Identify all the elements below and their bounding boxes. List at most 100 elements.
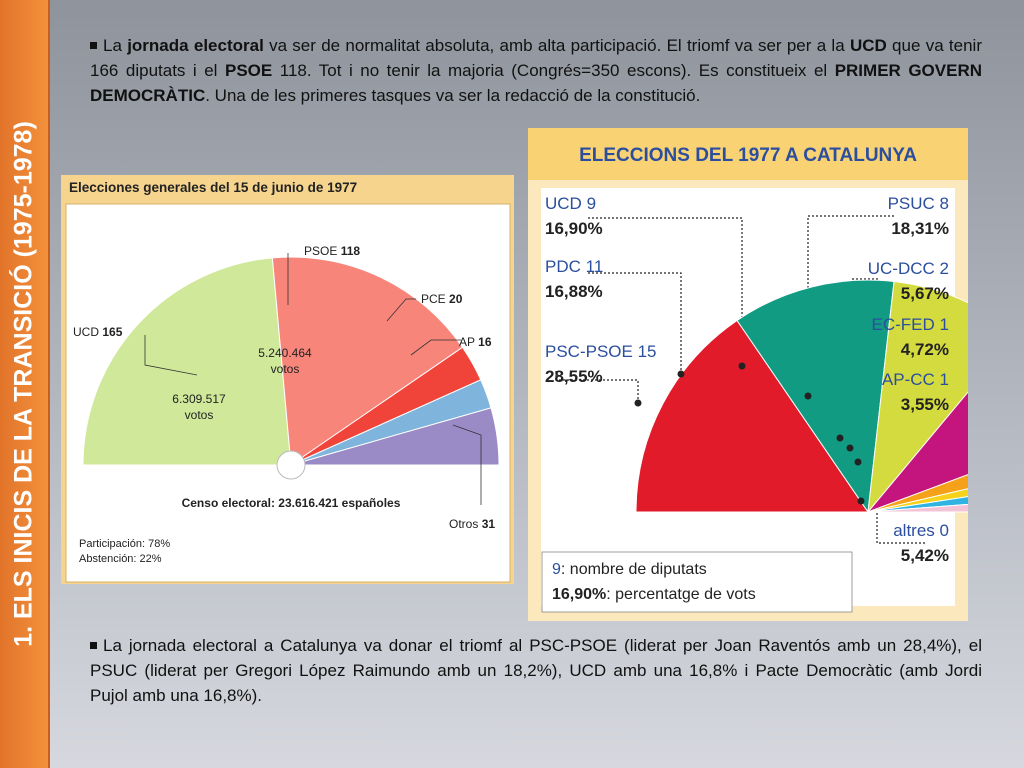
dot-cat-ucd (738, 362, 746, 370)
label-ap-name: AP (459, 335, 475, 349)
cat-ecfed-pct: 4,72% (901, 340, 949, 359)
leader-cat-pscpsoe (555, 371, 639, 403)
spain-slices (82, 256, 500, 466)
label-otros-name: Otros (449, 517, 478, 531)
leader-ucd (144, 335, 198, 376)
ucd-votes: 6.309.517 (172, 392, 226, 406)
cat-ucdcc-pct: 5,67% (901, 284, 949, 303)
cat-ucdcc-seats: 2 (940, 259, 949, 278)
chart-catalunya: ELECCIONS DEL 1977 A CATALUNYA UCD 9 16,… (528, 128, 1024, 621)
leader-pce (386, 298, 416, 322)
cat-psuc-label: PSUC 8 (888, 194, 949, 213)
cat-pscpsoe-seats: 15 (638, 342, 657, 361)
label-pce-name: PCE (421, 292, 446, 306)
cat-altres-name: altres (893, 521, 935, 540)
slice-ucd (82, 257, 292, 466)
cat-apcc-seats: 1 (940, 370, 949, 389)
ucd-votes-word: votos (185, 408, 214, 422)
dot-cat-pscpsoe (634, 399, 642, 407)
slice-pdc (736, 279, 895, 514)
bullet-icon (90, 642, 97, 649)
spain-leaders (144, 253, 482, 505)
dot-cat-psuc (804, 392, 812, 400)
cat-altres-pct: 5,42% (901, 546, 949, 565)
cat-ecfed-name: EC-FED (872, 315, 935, 334)
dot-cat-pdc (677, 370, 685, 378)
label-ap-value: 16 (478, 335, 492, 349)
spain-hub (276, 450, 306, 480)
bold-run: UCD (849, 36, 887, 55)
chart-spain-title: Elecciones generales del 15 de junio de … (69, 180, 357, 195)
cat-pscpsoe-label: PSC-PSOE 15 (545, 342, 657, 361)
cat-legend-pct: 16,90%: percentatge de vots (552, 586, 756, 603)
cat-altres-seats: 0 (940, 521, 949, 540)
cat-pscpsoe-pct: 28,55% (545, 367, 603, 386)
bullet-icon (90, 42, 97, 49)
label-pce: PCE 20 (421, 292, 463, 306)
cat-legend-seats-example: 9 (552, 561, 561, 578)
cat-ucdcc-name: UC-DCC (868, 259, 935, 278)
paragraph-2-text: La jornada electoral a Catalunya va dona… (90, 636, 982, 705)
label-psoe-name: PSOE (304, 244, 337, 258)
leader-cat-pdc (588, 272, 682, 374)
text-run: va ser de normalitat absoluta, amb alta … (263, 36, 850, 55)
chart-cat-title-bar (528, 128, 968, 180)
cat-legend-box (541, 551, 853, 613)
slide-title: 1. ELS INICIS DE LA TRANSICIÓ (1975-1978… (9, 121, 38, 647)
leader-ap (410, 339, 461, 356)
cat-psuc-pct: 18,31% (891, 219, 949, 238)
psoe-votes-word: votos (271, 362, 300, 376)
cat-apcc-label: AP-CC 1 (882, 370, 949, 389)
cat-apcc-pct: 3,55% (901, 395, 949, 414)
label-ucd-value: 165 (102, 325, 122, 339)
cat-dots (634, 362, 865, 505)
dot-cat-altres (857, 497, 865, 505)
censo-label: Censo electoral: 23.616.421 españoles (182, 496, 401, 510)
slice-otros (290, 407, 500, 466)
label-otros-value: 31 (482, 517, 496, 531)
cat-pdc-pct: 16,88% (545, 282, 603, 301)
bold-run: jornada electoral (127, 36, 264, 55)
chart-spain: Elecciones generales del 15 de junio de … (61, 175, 514, 584)
dot-cat-ucdcc (836, 434, 844, 442)
cat-ucd-pct: 16,90% (545, 219, 603, 238)
abstencion-label: Abstención: 22% (79, 553, 162, 565)
label-ap: AP 16 (459, 335, 492, 349)
dot-cat-apcc (854, 458, 862, 466)
bold-run: PRIMER GOVERN DEMOCRÀTIC (90, 61, 982, 105)
paragraph-1: La jornada electoral va ser de normalita… (90, 33, 982, 108)
sidebar: 1. ELS INICIS DE LA TRANSICIÓ (1975-1978… (0, 0, 50, 768)
text-run: que va tenir 166 diputats i el (90, 36, 982, 80)
slice-psoe (271, 256, 464, 466)
cat-pdc-name: PDC (545, 257, 581, 276)
dot-cat-ecfed (846, 444, 854, 452)
cat-ucd-label: UCD 9 (545, 194, 596, 213)
label-ucd-name: UCD (73, 325, 99, 339)
label-psoe: PSOE 118 (304, 244, 360, 258)
cat-ecfed-label: EC-FED 1 (872, 315, 949, 334)
cat-pdc-seats: 11 (586, 257, 604, 276)
cat-legend-pct-text: : percentatge de vots (606, 586, 755, 603)
bold-run: PSOE (224, 61, 273, 80)
text-run: La (103, 36, 128, 55)
cat-legend-seats-text: : nombre de diputats (561, 561, 707, 578)
chart-catalunya-svg: ELECCIONS DEL 1977 A CATALUNYA UCD 9 16,… (528, 128, 1024, 613)
slice-psc-psoe (635, 319, 869, 513)
cat-altres-label: altres 0 (893, 521, 949, 540)
label-otros: Otros 31 (449, 517, 495, 531)
cat-pscpsoe-name: PSC-PSOE (545, 342, 633, 361)
participacion-label: Participación: 78% (79, 538, 170, 550)
cat-psuc-seats: 8 (940, 194, 949, 213)
cat-ucd-name: UCD (545, 194, 582, 213)
cat-pdc-label: PDC 11 (545, 257, 603, 276)
psoe-votes: 5.240.464 (258, 346, 312, 360)
cat-legend-seats: 9: nombre de diputats (552, 561, 707, 578)
label-psoe-value: 118 (341, 244, 361, 258)
leader-otros (452, 424, 482, 505)
paragraph-2: La jornada electoral a Catalunya va dona… (90, 633, 982, 708)
cat-ecfed-seats: 1 (940, 315, 949, 334)
cat-ucd-seats: 9 (587, 194, 596, 213)
chart-spain-svg: Elecciones generales del 15 de junio de … (65, 180, 511, 583)
cat-psuc-name: PSUC (888, 194, 935, 213)
cat-ucdcc-label: UC-DCC 2 (868, 259, 949, 278)
